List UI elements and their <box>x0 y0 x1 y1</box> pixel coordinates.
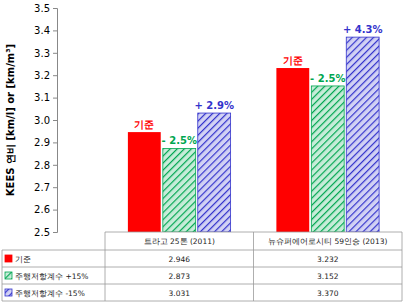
table-border <box>105 232 106 301</box>
table-border <box>2 250 402 251</box>
bar <box>311 86 344 232</box>
y-tick: 2.8 <box>34 160 57 171</box>
bar <box>346 37 379 232</box>
y-tick-label: 2.7 <box>34 182 50 193</box>
y-tick: 3.1 <box>34 92 57 103</box>
y-tick-label: 2.5 <box>34 227 50 238</box>
annotations: 기준기준- 2.5%- 2.5%+ 2.9%+ 4.3% <box>134 24 382 146</box>
y-tick-mark <box>53 187 57 188</box>
y-tick: 3.3 <box>34 48 57 59</box>
table-value: 3.031 <box>169 289 191 298</box>
y-tick-label: 3.0 <box>34 115 50 126</box>
annotation: - 2.5% <box>162 135 197 146</box>
y-tick-mark <box>53 120 57 121</box>
legend-entry: 주행저항계수 +15% <box>15 272 88 281</box>
legend-swatch <box>5 255 12 262</box>
annotation: 기준 <box>283 55 303 66</box>
y-tick-mark <box>53 165 57 166</box>
bar <box>128 132 161 232</box>
y-tick: 3.2 <box>34 70 57 81</box>
y-tick-mark <box>53 98 57 99</box>
y-tick-mark <box>53 232 57 233</box>
annotation: + 4.3% <box>343 24 383 35</box>
y-tick-label: 3.3 <box>34 48 50 59</box>
y-tick-mark <box>53 8 57 9</box>
chart-svg: 기준기준- 2.5%- 2.5%+ 2.9%+ 4.3%2.52.62.72.8… <box>0 0 406 305</box>
y-tick-label: 2.9 <box>34 137 50 148</box>
chart-container: 기준기준- 2.5%- 2.5%+ 2.9%+ 4.3%2.52.62.72.8… <box>0 0 406 305</box>
legend-swatch <box>5 272 12 279</box>
y-tick: 3.5 <box>34 3 57 14</box>
y-axis: 2.5 2.6 2.7 2.8 2.9 3.0 3.1 3.2 3.3 3.4 3.5 <box>34 3 57 238</box>
y-tick-label: 3.5 <box>34 3 50 14</box>
table-border <box>2 284 402 285</box>
y-tick-mark <box>53 210 57 211</box>
table-value: 3.370 <box>317 289 339 298</box>
y-tick-label: 2.8 <box>34 160 50 171</box>
legend-entry: 기준 <box>15 255 31 264</box>
y-tick-mark <box>53 30 57 31</box>
annotation: 기준 <box>134 119 154 130</box>
data-table: 트라고 25톤 (2011) 뉴슈퍼에어로시티 59인승 (2013) 기준 2.94… <box>2 232 402 301</box>
y-tick: 2.9 <box>34 137 57 148</box>
y-axis-line <box>53 9 58 233</box>
y-tick-label: 3.4 <box>34 25 50 36</box>
y-tick-label: 3.2 <box>34 70 50 81</box>
bar <box>198 113 231 232</box>
y-tick: 3.0 <box>34 115 57 126</box>
legend-entry: 주행저항계수 -15% <box>15 289 85 298</box>
table-border <box>2 267 402 268</box>
bar <box>276 68 309 232</box>
table-value: 2.873 <box>169 272 191 281</box>
table-value: 3.232 <box>317 255 339 264</box>
y-tick-label: 2.6 <box>34 204 50 215</box>
y-tick: 2.5 <box>34 227 57 238</box>
y-tick-mark <box>53 75 57 76</box>
table-value: 2.946 <box>169 255 191 264</box>
y-tick: 2.6 <box>34 204 57 215</box>
y-tick-mark <box>53 53 57 54</box>
category-label: 뉴슈퍼에어로시티 59인승 (2013) <box>268 237 387 246</box>
y-tick: 2.7 <box>34 182 57 193</box>
y-axis-title: KEES 연비 [km/l] or [km/m³] <box>5 44 16 196</box>
legend-swatch <box>5 289 12 296</box>
table-border <box>253 232 254 301</box>
annotation: - 2.5% <box>310 73 345 84</box>
category-label: 트라고 25톤 (2011) <box>144 237 215 246</box>
y-tick-mark <box>53 142 57 143</box>
table-value: 3.152 <box>317 272 339 281</box>
table-border <box>402 232 403 301</box>
bar <box>163 148 196 232</box>
table-border <box>2 301 402 302</box>
bars <box>128 37 379 232</box>
y-tick: 3.4 <box>34 25 57 36</box>
y-tick-label: 3.1 <box>34 92 50 103</box>
annotation: + 2.9% <box>194 100 234 111</box>
table-border <box>2 250 3 301</box>
